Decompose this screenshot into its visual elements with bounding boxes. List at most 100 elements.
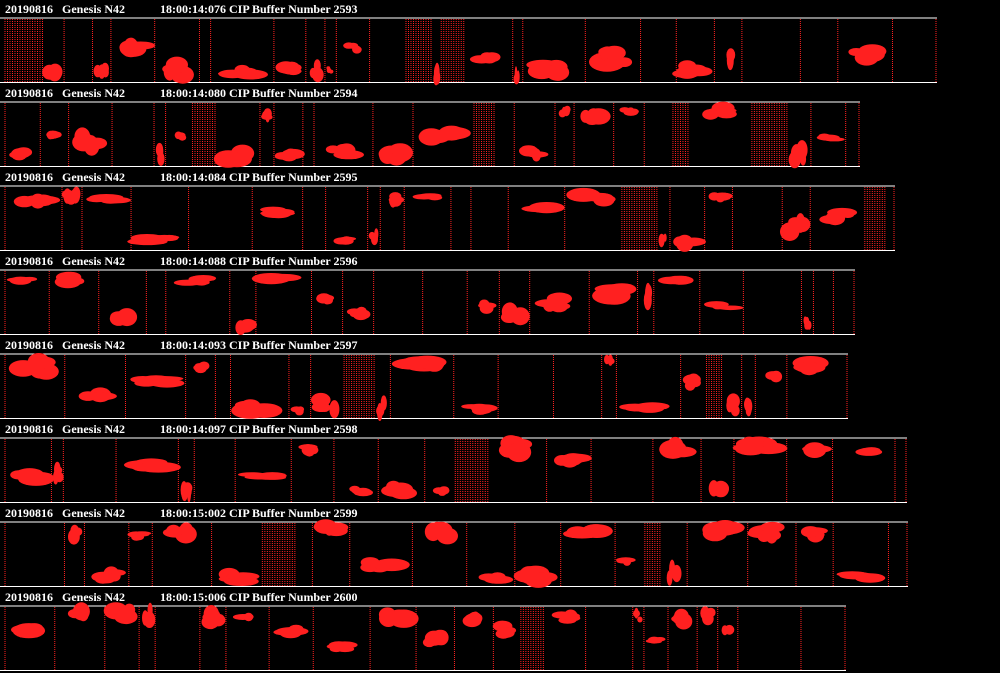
blob-part xyxy=(770,370,783,383)
blob-part xyxy=(744,397,751,412)
particle-blob xyxy=(311,392,340,419)
blob-part xyxy=(462,614,482,628)
blob-part xyxy=(273,628,302,636)
blob-part xyxy=(380,153,400,163)
particle-images xyxy=(4,519,908,588)
particle-blob xyxy=(732,436,788,456)
particle-blob xyxy=(174,131,187,141)
blob-part xyxy=(329,400,340,419)
particle-blob xyxy=(162,56,194,84)
blob-part xyxy=(717,305,744,311)
blob-part xyxy=(854,573,886,583)
blob-part xyxy=(795,213,806,233)
blob-part xyxy=(343,42,355,49)
particle-blob xyxy=(521,202,565,214)
blob-part xyxy=(702,525,728,542)
blob-part xyxy=(424,630,444,646)
particle-blob xyxy=(238,472,287,480)
particle-blob xyxy=(109,308,138,327)
blob-part xyxy=(658,233,665,247)
blob-part xyxy=(713,192,732,201)
particle-blob xyxy=(53,461,64,485)
particle-blob xyxy=(744,397,753,417)
blob-part xyxy=(412,194,436,200)
particle-blob xyxy=(747,521,785,544)
probe: Genesis N42 xyxy=(62,338,125,352)
blob-part xyxy=(645,404,666,410)
blob-part xyxy=(522,205,561,213)
blob-part xyxy=(546,292,573,305)
blob-part xyxy=(101,197,131,204)
particle-blob xyxy=(700,606,716,626)
particle-blob xyxy=(554,453,592,468)
particle-blob xyxy=(704,301,744,311)
particle-blob xyxy=(566,187,616,207)
blob-part xyxy=(429,521,453,539)
particle-images xyxy=(4,271,855,335)
particle-blob xyxy=(765,370,783,383)
blob-part xyxy=(9,276,32,285)
particle-blob xyxy=(349,485,373,497)
blob-part xyxy=(514,66,518,85)
blob-part xyxy=(582,524,610,538)
blob-part xyxy=(433,72,439,86)
particle-blob xyxy=(54,271,85,289)
blob-part xyxy=(10,470,27,480)
blob-part xyxy=(67,609,82,619)
blob-part xyxy=(799,361,820,376)
blob-part xyxy=(633,610,640,618)
blob-part xyxy=(244,474,278,480)
probe: Genesis N42 xyxy=(62,422,125,436)
blob-part xyxy=(501,302,518,322)
particle-images xyxy=(4,435,907,503)
blob-part xyxy=(391,195,399,206)
particle-blob xyxy=(67,602,90,622)
blob-part xyxy=(818,133,831,139)
particle-blob xyxy=(645,636,666,644)
blob-part xyxy=(241,613,254,620)
particle-blob xyxy=(376,395,387,421)
particle-blob xyxy=(326,66,334,74)
blob-part xyxy=(193,275,210,286)
particle-blob xyxy=(780,213,811,241)
blob-part xyxy=(702,109,719,120)
blob-part xyxy=(333,150,365,160)
date: 20190816 xyxy=(5,86,53,100)
particle-blob xyxy=(91,566,126,584)
particle-blob xyxy=(72,127,108,156)
buffer-strip: 20190816 Genesis N42 18:00:14:080 CIP Buff… xyxy=(0,86,860,169)
particle-blob xyxy=(500,302,530,326)
particle-blob xyxy=(708,480,729,498)
buffer-strip: 20190816 Genesis N42 18:00:15:002 CIP Buff… xyxy=(0,506,908,588)
particle-blob xyxy=(702,520,745,542)
blob-part xyxy=(286,68,301,76)
blob-part xyxy=(30,193,46,209)
blob-part xyxy=(645,284,653,301)
blob-part xyxy=(672,69,700,78)
particle-blob xyxy=(666,559,682,586)
blob-part xyxy=(485,55,498,63)
blob-part xyxy=(684,380,696,391)
particle-blob xyxy=(275,61,302,76)
blob-part xyxy=(827,207,858,218)
particle-blob xyxy=(462,611,483,628)
particle-blob xyxy=(103,602,138,625)
blob-part xyxy=(251,273,291,285)
particle-blob xyxy=(619,402,670,413)
buffer-strip: 20190816 Genesis N42 18:00:14:088 CIP Buff… xyxy=(0,254,855,335)
particle-blob xyxy=(513,565,558,588)
blob-part xyxy=(84,135,98,153)
blob-part xyxy=(231,402,269,419)
buffer-strip: 20190816 Genesis N42 18:00:14:084 CIP Buff… xyxy=(0,170,895,252)
blob-part xyxy=(54,275,82,289)
blob-part xyxy=(116,308,138,327)
blob-part xyxy=(319,403,331,412)
particle-blob xyxy=(604,354,615,366)
blob-part xyxy=(48,130,57,140)
blob-part xyxy=(726,393,740,410)
blob-part xyxy=(560,453,592,463)
particle-blob xyxy=(469,52,501,64)
blob-part xyxy=(524,572,553,588)
particle-blob xyxy=(671,608,693,630)
